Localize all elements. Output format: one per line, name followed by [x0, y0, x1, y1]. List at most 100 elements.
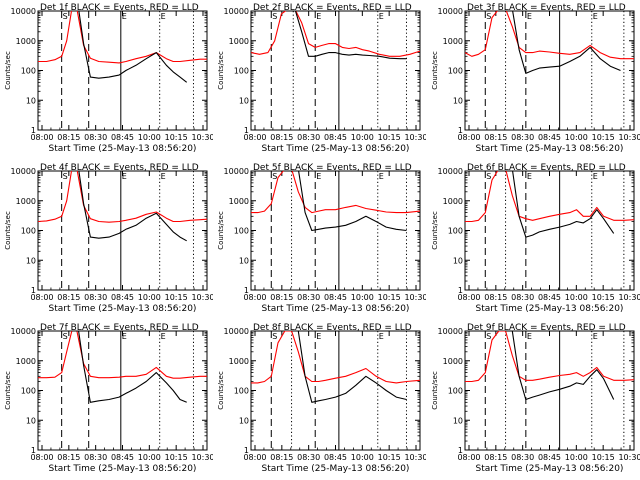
y-tick-label: 1000: [229, 357, 249, 366]
x-tick-label: 10:00: [351, 293, 374, 302]
y-tick-label: 100: [21, 227, 36, 236]
chart-title: Det 3f BLACK = Events, RED = LLD: [467, 3, 626, 13]
x-tick-label: 10:00: [351, 133, 374, 142]
x-tick-label: 10:00: [565, 133, 588, 142]
x-axis-label: Start Time (25-May-13 08:56:20): [262, 304, 410, 314]
marker-label: S: [63, 332, 68, 341]
x-tick-label: 10:00: [138, 133, 161, 142]
x-tick-label: 08:45: [538, 133, 561, 142]
x-tick-label: 08:00: [243, 293, 266, 302]
x-tick-label: 10:30: [618, 453, 640, 462]
y-axis-label: Counts/sec: [431, 211, 439, 250]
chart-panel-2: Det 2f BLACK = Events, RED = LLD 1 10 100 10…: [217, 3, 426, 154]
x-tick-label: 10:15: [592, 293, 615, 302]
y-tick-label: 10: [453, 416, 463, 425]
x-tick-label: 08:15: [57, 133, 80, 142]
y-axis-label: Counts/sec: [217, 51, 225, 90]
chart-panel-1: Det 1f BLACK = Events, RED = LLD 1 10 100 10…: [4, 3, 213, 154]
y-axis-label: Counts/sec: [4, 211, 12, 250]
chart-panel-8: Det 8f BLACK = Events, RED = LLD 1 10 100 10…: [217, 323, 426, 474]
x-tick-label: 08:15: [484, 293, 507, 302]
series-line-lld: [38, 11, 207, 64]
marker-label: E: [161, 332, 166, 341]
y-tick-label: 10: [239, 256, 249, 265]
marker-label: E: [316, 12, 321, 21]
x-tick-label: 08:15: [270, 453, 293, 462]
x-tick-label: 08:45: [324, 133, 347, 142]
x-tick-label: 10:15: [378, 453, 401, 462]
marker-label: S: [272, 332, 277, 341]
x-tick-label: 08:15: [484, 453, 507, 462]
series-line-events: [511, 331, 615, 401]
x-tick-label: 10:30: [191, 293, 213, 302]
x-axis-label: Start Time (25-May-13 08:56:20): [476, 144, 624, 154]
x-tick-label: 10:15: [165, 133, 188, 142]
y-tick-label: 10: [26, 416, 36, 425]
plot-frame: [250, 170, 421, 291]
chart-panel-4: Det 4f BLACK = Events, RED = LLD 1 10 100 10…: [4, 163, 213, 314]
marker-label: E: [122, 332, 127, 341]
x-tick-label: 10:15: [592, 453, 615, 462]
chart-title: Det 5f BLACK = Events, RED = LLD: [253, 163, 412, 173]
x-tick-label: 08:00: [30, 453, 53, 462]
y-tick-label: 100: [234, 387, 249, 396]
y-tick-label: 10000: [224, 327, 249, 336]
chart-panel-5: Det 5f BLACK = Events, RED = LLD 1 10 100 10…: [217, 163, 426, 314]
y-tick-label: 1: [31, 286, 36, 295]
y-tick-label: 1000: [443, 37, 463, 46]
plot-frame: [37, 10, 208, 131]
y-tick-label: 100: [448, 387, 463, 396]
series-line-lld: [465, 331, 634, 383]
series-line-lld: [465, 11, 634, 60]
series-line-lld: [251, 171, 420, 214]
x-tick-label: 10:30: [191, 453, 213, 462]
marker-label: E: [161, 12, 166, 21]
chart-title: Det 2f BLACK = Events, RED = LLD: [253, 3, 412, 13]
series-line-lld: [38, 331, 207, 379]
x-tick-label: 10:15: [165, 453, 188, 462]
marker-label: E: [122, 172, 127, 181]
y-tick-label: 100: [234, 227, 249, 236]
x-tick-label: 08:30: [511, 133, 534, 142]
y-tick-label: 100: [234, 67, 249, 76]
y-axis-label: Counts/sec: [217, 371, 225, 410]
y-tick-label: 10: [239, 96, 249, 105]
x-axis-label: Start Time (25-May-13 08:56:20): [476, 464, 624, 474]
y-tick-label: 1: [31, 446, 36, 455]
y-tick-label: 1: [31, 126, 36, 135]
series-line-events: [294, 11, 407, 60]
series-line-lld: [38, 171, 207, 223]
series-line-events: [78, 171, 187, 242]
marker-label: S: [272, 12, 277, 21]
series-line-events: [71, 331, 187, 403]
x-tick-label: 08:30: [84, 293, 107, 302]
x-tick-label: 10:30: [618, 133, 640, 142]
x-tick-label: 08:45: [538, 293, 561, 302]
y-tick-label: 10000: [224, 7, 249, 16]
chart-panel-3: Det 3f BLACK = Events, RED = LLD 1 10 100 10…: [431, 3, 640, 154]
marker-label: S: [486, 172, 491, 181]
y-tick-label: 10: [453, 256, 463, 265]
chart-panel-6: Det 6f BLACK = Events, RED = LLD 1 10 100 10…: [431, 163, 640, 314]
y-tick-label: 1: [244, 126, 249, 135]
x-tick-label: 08:00: [457, 133, 480, 142]
y-tick-label: 1: [458, 286, 463, 295]
x-tick-label: 10:30: [404, 133, 426, 142]
y-tick-label: 10: [26, 256, 36, 265]
x-axis-label: Start Time (25-May-13 08:56:20): [49, 464, 197, 474]
y-tick-label: 1000: [443, 197, 463, 206]
marker-label: S: [63, 172, 68, 181]
y-tick-label: 100: [448, 227, 463, 236]
x-tick-label: 08:45: [538, 453, 561, 462]
y-tick-label: 10000: [438, 327, 463, 336]
x-tick-label: 10:15: [378, 133, 401, 142]
plot-frame: [464, 10, 635, 131]
marker-label: E: [527, 12, 532, 21]
y-axis-label: Counts/sec: [431, 371, 439, 410]
y-tick-label: 100: [21, 387, 36, 396]
x-tick-label: 08:15: [57, 293, 80, 302]
y-axis-label: Counts/sec: [431, 51, 439, 90]
y-axis-label: Counts/sec: [4, 371, 12, 410]
x-tick-label: 08:45: [111, 133, 134, 142]
